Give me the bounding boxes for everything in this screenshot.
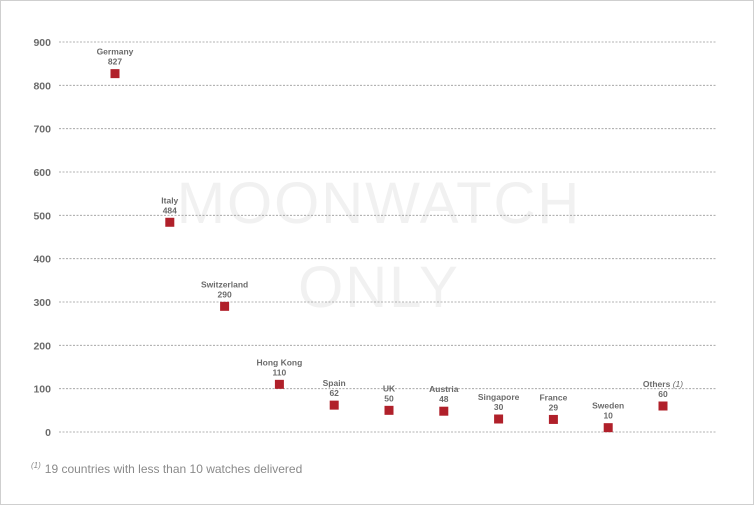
category-label: Austria bbox=[429, 384, 459, 394]
category-label: Sweden bbox=[592, 401, 624, 411]
value-label: 50 bbox=[384, 393, 394, 403]
category-label: Italy bbox=[161, 195, 178, 205]
data-point bbox=[274, 379, 284, 389]
y-axis-ticks: 0 100 200 300 400 500 600 700 800 900 bbox=[33, 37, 51, 439]
footnote-text: 19 countries with less than 10 watches d… bbox=[44, 462, 303, 476]
y-tick-label: 0 bbox=[45, 427, 51, 439]
data-point bbox=[110, 69, 120, 79]
data-point bbox=[658, 401, 668, 411]
data-point bbox=[220, 301, 230, 311]
value-label: 60 bbox=[658, 389, 668, 399]
value-label: 290 bbox=[218, 289, 232, 299]
data-point bbox=[603, 423, 613, 433]
data-points bbox=[110, 69, 668, 433]
y-tick-label: 300 bbox=[33, 297, 51, 309]
value-label: 484 bbox=[163, 205, 177, 215]
data-point bbox=[329, 400, 339, 410]
watermark-line: ONLY bbox=[298, 255, 460, 320]
value-label: 110 bbox=[273, 367, 287, 377]
watermark: MOONWATCH ONLY bbox=[177, 171, 582, 320]
category-label: France bbox=[539, 392, 567, 402]
y-tick-label: 600 bbox=[33, 167, 51, 179]
y-tick-label: 400 bbox=[33, 254, 51, 266]
value-label: 62 bbox=[329, 388, 339, 398]
category-label: Others (1) bbox=[643, 379, 683, 389]
watermark-line: MOONWATCH bbox=[177, 171, 582, 236]
y-tick-label: 200 bbox=[33, 340, 51, 352]
category-label: Singapore bbox=[478, 392, 520, 402]
value-label: 827 bbox=[108, 57, 122, 67]
value-label: 48 bbox=[439, 394, 449, 404]
y-tick-label: 800 bbox=[33, 80, 51, 92]
footnote: (1) 19 countries with less than 10 watche… bbox=[31, 461, 302, 476]
value-label: 30 bbox=[494, 402, 504, 412]
category-label: Germany bbox=[97, 47, 134, 57]
value-label: 29 bbox=[549, 402, 559, 412]
footnote-marker: (1) bbox=[31, 461, 41, 470]
footnote-reference: (1) bbox=[670, 379, 683, 389]
category-label: Switzerland bbox=[201, 279, 248, 289]
y-tick-label: 100 bbox=[33, 384, 51, 396]
data-point bbox=[439, 406, 449, 416]
data-point bbox=[384, 405, 394, 415]
category-label: Hong Kong bbox=[257, 357, 303, 367]
value-label: 10 bbox=[603, 411, 613, 421]
category-label: UK bbox=[383, 383, 396, 393]
category-label: Spain bbox=[323, 378, 346, 388]
gridlines bbox=[59, 41, 717, 433]
y-tick-label: 700 bbox=[33, 124, 51, 136]
y-tick-label: 500 bbox=[33, 210, 51, 222]
y-tick-label: 900 bbox=[33, 37, 51, 49]
data-point bbox=[165, 217, 175, 227]
data-point bbox=[548, 414, 558, 424]
data-point bbox=[494, 414, 504, 424]
